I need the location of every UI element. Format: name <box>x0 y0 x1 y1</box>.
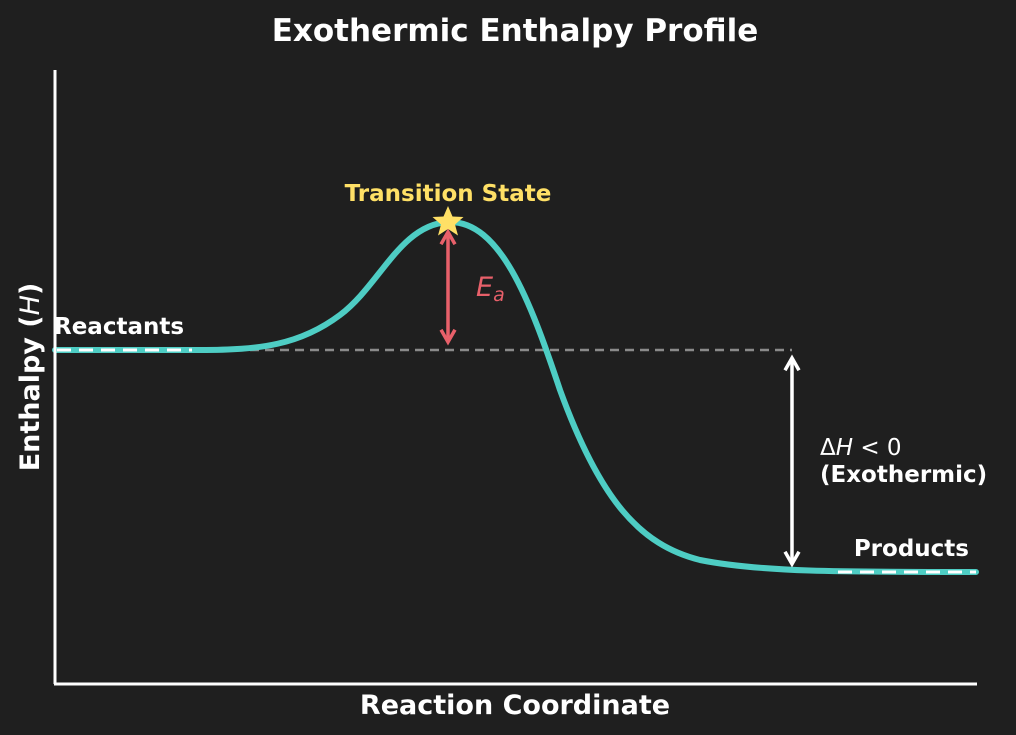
transition-state-label: Transition State <box>345 181 552 207</box>
reactants-label: Reactants <box>54 314 184 340</box>
products-label: Products <box>854 536 969 562</box>
y-axis-label: Enthalpy (H) <box>15 283 46 472</box>
activation-energy-label: Ea <box>476 272 505 306</box>
enthalpy-change-label: ΔH < 0 <box>820 435 902 461</box>
transition-state-star-icon <box>432 206 464 236</box>
x-axis-label: Reaction Coordinate <box>360 690 670 721</box>
enthalpy-curve <box>52 218 979 575</box>
exothermic-note: (Exothermic) <box>820 462 987 488</box>
chart-title: Exothermic Enthalpy Profile <box>272 13 759 49</box>
